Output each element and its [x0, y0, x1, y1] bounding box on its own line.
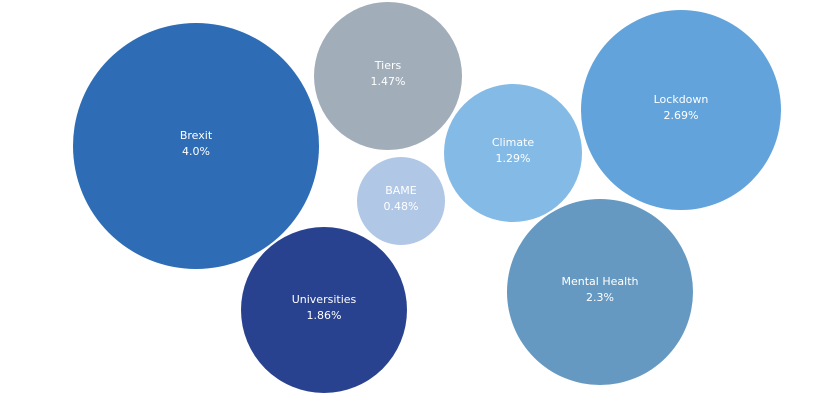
bubble-circle-climate	[444, 84, 582, 222]
bubble-label: Mental Health	[562, 275, 639, 288]
bubble-mental-health: Mental Health 2.3%	[507, 199, 693, 385]
bubble-label: Tiers	[374, 59, 402, 72]
bubble-value-label: 0.48%	[384, 200, 419, 213]
bubble-label: Universities	[292, 293, 357, 306]
bubble-circle-lockdown	[581, 10, 781, 210]
bubble-value-label: 1.47%	[371, 75, 406, 88]
bubble-circle-tiers	[314, 2, 462, 150]
bubble-value-label: 1.29%	[496, 152, 531, 165]
bubble-circle-bame	[357, 157, 445, 245]
bubble-brexit: Brexit 4.0%	[73, 23, 319, 269]
bubble-circle-brexit	[73, 23, 319, 269]
bubble-lockdown: Lockdown 2.69%	[581, 10, 781, 210]
bubble-label: Climate	[492, 136, 535, 149]
bubble-circle-universities	[241, 227, 407, 393]
bubble-value-label: 2.69%	[664, 109, 699, 122]
bubble-tiers: Tiers 1.47%	[314, 2, 462, 150]
bubble-value-label: 1.86%	[307, 309, 342, 322]
bubble-label: BAME	[385, 184, 417, 197]
bubble-climate: Climate 1.29%	[444, 84, 582, 222]
bubble-label: Lockdown	[654, 93, 709, 106]
bubble-universities: Universities 1.86%	[241, 227, 407, 393]
bubble-label: Brexit	[180, 129, 213, 142]
bubble-circle-mental-health	[507, 199, 693, 385]
bubble-value-label: 4.0%	[182, 145, 210, 158]
bubble-bame: BAME 0.48%	[357, 157, 445, 245]
bubble-value-label: 2.3%	[586, 291, 614, 304]
